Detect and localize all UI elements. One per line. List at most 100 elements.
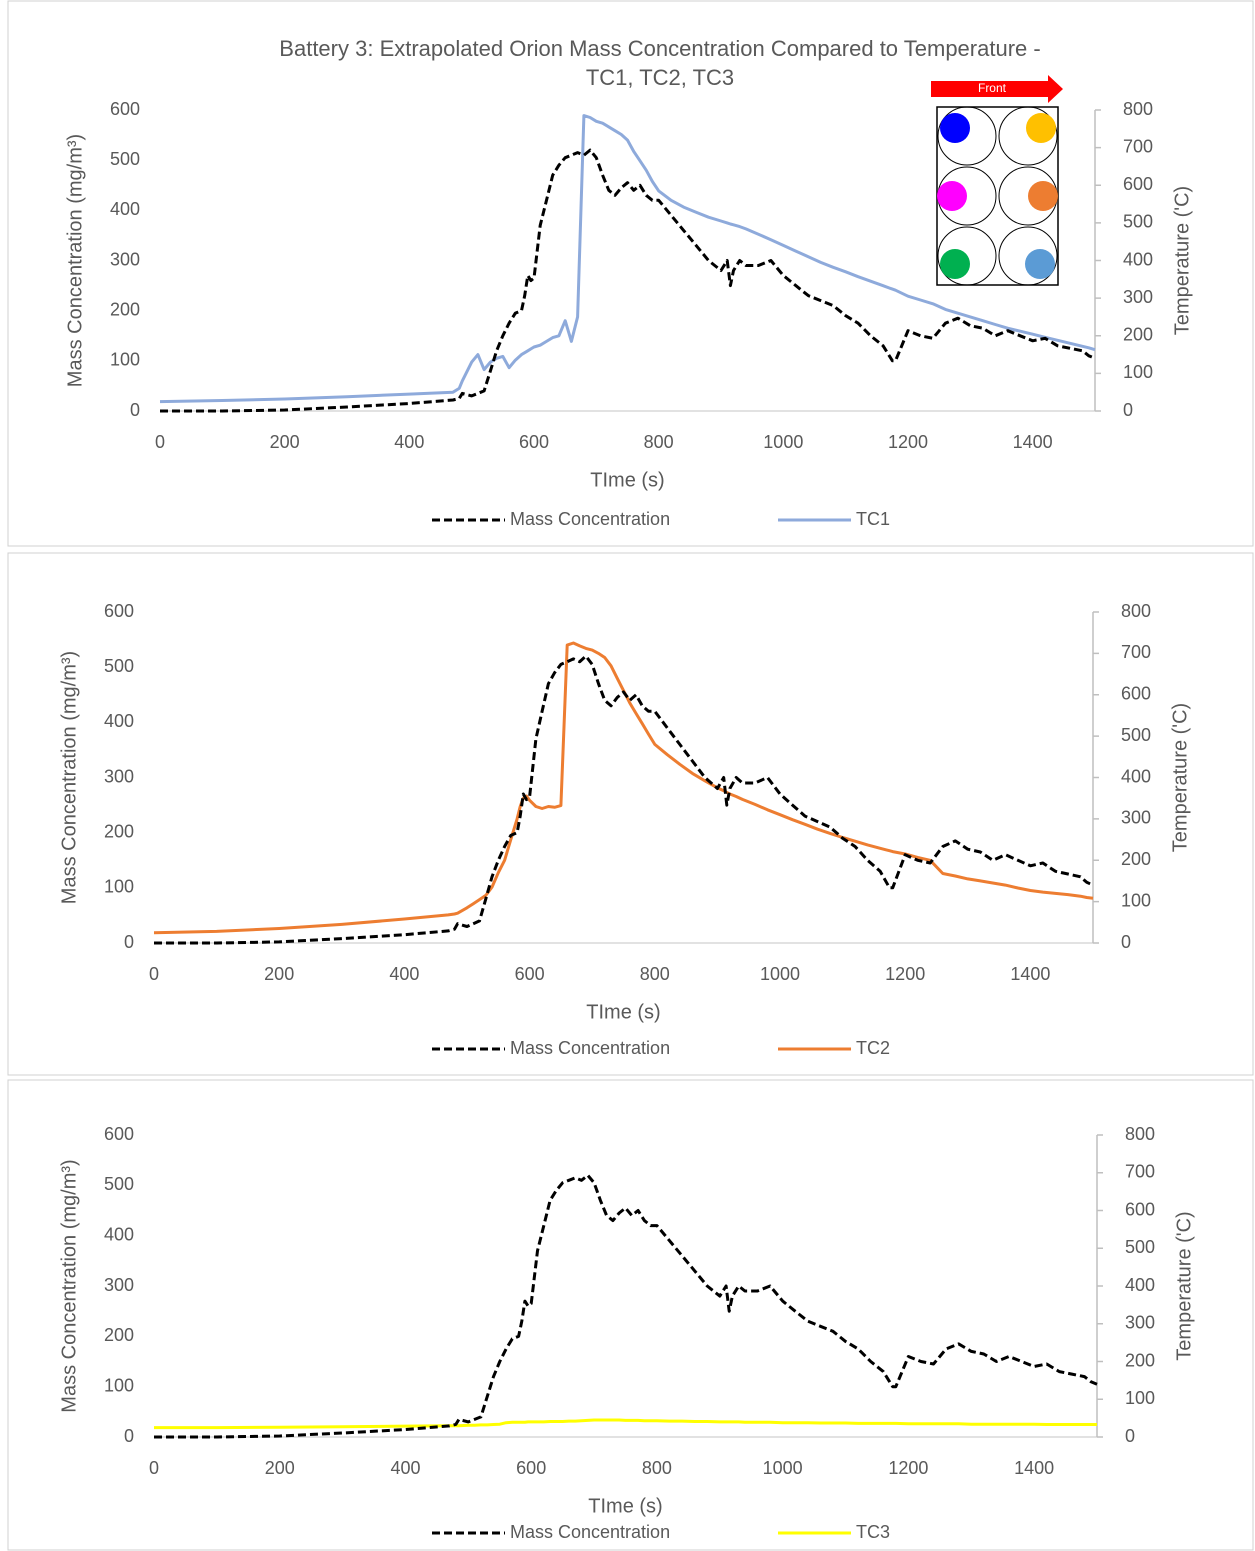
y-tick-label: 300 (110, 249, 140, 269)
y-tick-label: 300 (104, 766, 134, 786)
y2-tick-label: 500 (1121, 725, 1151, 745)
x-tick-label: 200 (264, 964, 294, 984)
y2-tick-label: 500 (1123, 212, 1153, 232)
series-line (160, 148, 1096, 413)
y-axis-label: Mass Concentration (mg/m³) (58, 651, 80, 904)
y2-tick-label: 100 (1125, 1388, 1155, 1408)
panel-border (7, 552, 1254, 1076)
x-tick-label: 1200 (888, 1458, 928, 1478)
y-tick-label: 200 (104, 821, 134, 841)
y-tick-label: 0 (124, 932, 134, 952)
y2-tick-label: 600 (1123, 174, 1153, 194)
y-tick-label: 0 (124, 1426, 134, 1446)
y-tick-label: 500 (104, 1174, 134, 1194)
x-tick-label: 0 (155, 432, 165, 452)
x-tick-label: 800 (642, 1458, 672, 1478)
y2-tick-label: 0 (1123, 400, 1133, 420)
cell (998, 226, 1058, 286)
x-axis-label: TIme (s) (590, 469, 664, 491)
legend-label: Mass Concentration (510, 1522, 670, 1542)
y2-tick-label: 600 (1125, 1199, 1155, 1219)
y2-axis-label: Temperature ('C) (1171, 186, 1193, 335)
sensor-dot (1026, 113, 1056, 143)
series-line (154, 1418, 1097, 1430)
y2-tick-label: 100 (1123, 362, 1153, 382)
y-tick-label: 600 (104, 1124, 134, 1144)
y2-tick-label: 300 (1121, 808, 1151, 828)
y2-tick-label: 800 (1123, 99, 1153, 119)
y-tick-label: 200 (110, 299, 140, 319)
y2-tick-label: 700 (1125, 1162, 1155, 1182)
y-tick-label: 400 (104, 711, 134, 731)
legend-label: Mass Concentration (510, 1038, 670, 1058)
front-label: Front (978, 81, 1007, 95)
y-tick-label: 400 (110, 199, 140, 219)
sensor-dot (940, 113, 970, 143)
y2-tick-label: 400 (1125, 1275, 1155, 1295)
y-tick-label: 0 (130, 400, 140, 420)
x-axis-label: TIme (s) (588, 1495, 662, 1517)
x-tick-label: 1000 (760, 964, 800, 984)
y2-tick-label: 500 (1125, 1237, 1155, 1257)
y-tick-label: 300 (104, 1275, 134, 1295)
x-tick-label: 800 (644, 432, 674, 452)
sensor-dot (937, 181, 967, 211)
x-tick-label: 1200 (888, 432, 928, 452)
y2-tick-label: 700 (1121, 642, 1151, 662)
battery-inset: Front (931, 75, 1063, 286)
y2-tick-label: 800 (1125, 1124, 1155, 1144)
y-axis-label: Mass Concentration (mg/m³) (64, 134, 86, 387)
panel-border (7, 0, 1254, 547)
x-tick-label: 800 (640, 964, 670, 984)
y2-tick-label: 300 (1123, 287, 1153, 307)
series-line (154, 654, 1094, 945)
y2-axis-label: Temperature ('C) (1173, 1211, 1195, 1360)
x-tick-label: 400 (394, 432, 424, 452)
cell (937, 226, 997, 286)
y2-tick-label: 0 (1125, 1426, 1135, 1446)
y2-tick-label: 700 (1123, 136, 1153, 156)
y-tick-label: 100 (110, 350, 140, 370)
x-tick-label: 600 (519, 432, 549, 452)
y-tick-label: 600 (104, 601, 134, 621)
y-tick-label: 600 (110, 99, 140, 119)
x-tick-label: 1200 (885, 964, 925, 984)
y2-axis-label: Temperature ('C) (1169, 703, 1191, 852)
panel-border (7, 1079, 1254, 1551)
x-tick-label: 1000 (763, 432, 803, 452)
front-arrow (931, 75, 1063, 103)
series-line (154, 1173, 1098, 1439)
y-tick-label: 200 (104, 1325, 134, 1345)
y-axis-label: Mass Concentration (mg/m³) (58, 1159, 80, 1412)
x-tick-label: 1400 (1010, 964, 1050, 984)
series-line (153, 641, 1094, 935)
x-tick-label: 1400 (1014, 1458, 1054, 1478)
y2-tick-label: 800 (1121, 601, 1151, 621)
y2-tick-label: 200 (1121, 849, 1151, 869)
x-tick-label: 200 (270, 432, 300, 452)
sensor-dot (940, 249, 970, 279)
sensor-dot (1025, 249, 1055, 279)
cell (998, 106, 1058, 166)
x-tick-label: 600 (516, 1458, 546, 1478)
y-tick-label: 400 (104, 1224, 134, 1244)
cell (937, 106, 997, 166)
series-line (159, 114, 1096, 404)
y2-tick-label: 600 (1121, 684, 1151, 704)
x-tick-label: 0 (149, 964, 159, 984)
x-tick-label: 400 (389, 964, 419, 984)
y-tick-label: 500 (104, 656, 134, 676)
legend-label: TC2 (856, 1038, 890, 1058)
y-tick-label: 500 (110, 149, 140, 169)
x-tick-label: 200 (265, 1458, 295, 1478)
chart-title: Battery 3: Extrapolated Orion Mass Conce… (279, 36, 1041, 90)
y2-tick-label: 400 (1121, 766, 1151, 786)
x-tick-label: 1000 (763, 1458, 803, 1478)
sensor-dot (1028, 181, 1058, 211)
legend-label: TC1 (856, 509, 890, 529)
x-tick-label: 0 (149, 1458, 159, 1478)
x-tick-label: 400 (390, 1458, 420, 1478)
y2-tick-label: 200 (1123, 325, 1153, 345)
